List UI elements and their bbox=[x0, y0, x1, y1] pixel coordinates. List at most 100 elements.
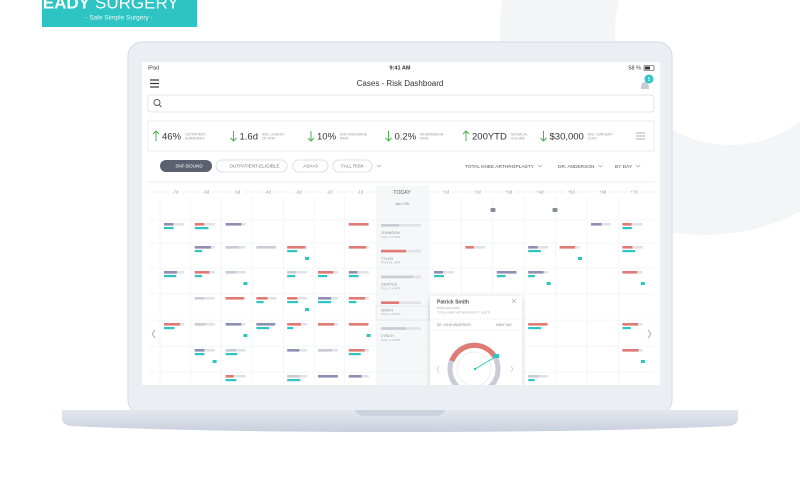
risk-bar bbox=[164, 327, 175, 330]
patient-name[interactable]: LYNCH bbox=[381, 334, 394, 338]
badge-count: 5 bbox=[648, 77, 651, 83]
today-date: Jan 17th bbox=[395, 202, 410, 206]
risk-bar bbox=[164, 223, 184, 226]
popup-name: Patrick Smith bbox=[437, 299, 469, 305]
flag-icon bbox=[243, 282, 248, 285]
header-mask bbox=[565, 189, 578, 195]
scroll-right[interactable] bbox=[647, 329, 652, 335]
header-mask bbox=[169, 189, 182, 195]
risk-bar bbox=[622, 323, 638, 326]
day-label: -1d bbox=[357, 190, 364, 195]
popup-procedure: TOTAL KNEE ARTHROPLASTY (LEFT) bbox=[437, 310, 490, 314]
risk-bar bbox=[164, 227, 174, 230]
patient-detail: FULL 2.4 NPR bbox=[381, 312, 401, 316]
risk-bar bbox=[164, 271, 177, 274]
risk-bar bbox=[348, 275, 359, 278]
risk-bar bbox=[225, 375, 246, 378]
patient-name[interactable]: SMITH bbox=[381, 308, 393, 312]
risk-bar bbox=[381, 327, 406, 330]
risk-bar bbox=[318, 375, 338, 378]
risk-bar bbox=[348, 246, 367, 249]
header-mask bbox=[471, 189, 484, 195]
notification-bell[interactable] bbox=[641, 82, 649, 89]
risk-bar bbox=[348, 375, 362, 378]
filter-more[interactable] bbox=[376, 164, 382, 168]
risk-bar bbox=[591, 223, 602, 226]
risk-bar bbox=[194, 297, 204, 300]
header-mask bbox=[231, 189, 243, 195]
search-icon bbox=[153, 99, 161, 106]
risk-bar bbox=[381, 249, 406, 253]
risk-bar bbox=[528, 246, 538, 249]
stat-label: OF STAY bbox=[262, 136, 276, 140]
patient-detail: PARTIAL NPR bbox=[381, 261, 401, 265]
status-battery: 58 % bbox=[628, 65, 641, 71]
risk-bar bbox=[287, 271, 296, 274]
dropdown-caret bbox=[635, 164, 641, 168]
risk-bar bbox=[256, 327, 270, 330]
risk-bar bbox=[622, 250, 636, 253]
trend-arrow bbox=[385, 137, 392, 142]
stats-bar bbox=[147, 120, 655, 152]
popup-prev[interactable] bbox=[436, 365, 440, 373]
settings-icon[interactable] bbox=[636, 132, 645, 140]
risk-bar bbox=[381, 301, 421, 304]
risk-bar bbox=[622, 227, 632, 230]
dropdown-label[interactable]: TOTAL KNEE ARTHROPLASTY bbox=[465, 164, 535, 170]
day-label: +6d bbox=[599, 190, 607, 195]
trend-arrow bbox=[307, 137, 315, 142]
menu-button[interactable] bbox=[150, 79, 159, 88]
risk-bar bbox=[287, 271, 308, 274]
filter-tag[interactable] bbox=[292, 159, 329, 173]
risk-bar bbox=[348, 349, 365, 352]
risk-bar bbox=[622, 246, 633, 249]
stat-label: RATE bbox=[340, 136, 349, 140]
risk-bar bbox=[287, 379, 301, 382]
dropdown-label[interactable]: BY DAY bbox=[615, 164, 633, 170]
risk-bar bbox=[225, 375, 234, 378]
risk-bar bbox=[225, 353, 238, 356]
patient-detail: FULL 2.4 NPR bbox=[381, 286, 401, 290]
popup-close[interactable] bbox=[511, 298, 517, 304]
risk-bar bbox=[194, 246, 211, 249]
patient-name[interactable]: JOHNSON bbox=[381, 231, 400, 235]
brand-name: SURGERY bbox=[95, 0, 179, 12]
brand-name: READY bbox=[30, 0, 90, 12]
filter-tag[interactable] bbox=[332, 159, 373, 173]
filter-tag[interactable] bbox=[160, 160, 212, 172]
risk-bar bbox=[528, 323, 548, 326]
popup-next[interactable] bbox=[510, 365, 514, 373]
risk-bar bbox=[287, 327, 294, 330]
risk-bar bbox=[194, 297, 215, 300]
today-column bbox=[376, 186, 429, 385]
dropdown-caret bbox=[598, 164, 603, 168]
stat-label: SNF DISCHARGE bbox=[340, 132, 368, 136]
flag-icon bbox=[578, 257, 582, 260]
risk-bar bbox=[287, 297, 308, 300]
risk-bar bbox=[287, 349, 300, 352]
stat-label: AVG. LENGTH bbox=[262, 132, 285, 136]
risk-bar bbox=[256, 323, 275, 326]
risk-bar bbox=[381, 224, 421, 227]
trend-arrow bbox=[152, 130, 160, 135]
header-mask bbox=[323, 189, 336, 195]
filter-tag[interactable] bbox=[215, 159, 288, 173]
stat-label: COST bbox=[588, 136, 597, 140]
gauge-inner bbox=[456, 351, 492, 385]
patient-detail: FULL 2.3 NPR bbox=[381, 235, 401, 239]
flag-icon bbox=[243, 334, 248, 337]
scroll-left[interactable] bbox=[151, 329, 156, 335]
scroll-right[interactable] bbox=[647, 333, 652, 339]
laptop-notch bbox=[355, 410, 445, 416]
search-bar[interactable] bbox=[147, 94, 655, 113]
scroll-left[interactable] bbox=[151, 333, 156, 339]
patient-name[interactable]: TYLER bbox=[381, 257, 393, 261]
stat-value: 46% bbox=[162, 132, 182, 143]
patient-name[interactable]: GENTILE bbox=[381, 283, 398, 287]
today-label: TODAY bbox=[393, 190, 411, 196]
dropdown-label[interactable]: DR. ANDERSON bbox=[558, 164, 595, 170]
stat-value: 10% bbox=[317, 132, 337, 143]
brand-logo bbox=[42, 0, 197, 27]
risk-bar bbox=[528, 271, 544, 274]
